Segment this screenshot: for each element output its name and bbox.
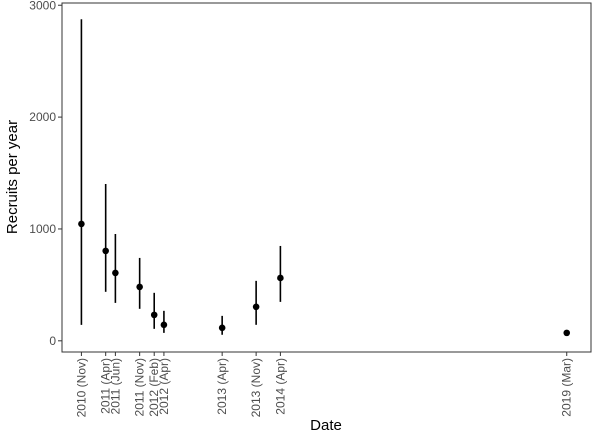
point [252, 303, 260, 311]
x-tick-label: 2014 (Apr) [273, 358, 287, 415]
x-tick-label: 2012 (Feb) [147, 358, 161, 417]
x-tick-label: 2019 (Mar) [560, 358, 574, 417]
x-tick-label: 2010 (Nov) [74, 358, 88, 417]
y-tick-label: 3000 [29, 0, 56, 12]
point [218, 324, 226, 332]
point [150, 311, 158, 319]
x-tick-label: 2013 (Nov) [249, 358, 263, 417]
point [160, 321, 168, 329]
x-tick-label: 2011 (Apr) [99, 358, 113, 414]
x-tick-label: 2011 (Nov) [133, 358, 147, 416]
y-axis-title: Recruits per year [4, 120, 21, 234]
point [102, 247, 109, 255]
point [563, 329, 571, 337]
y-tick-label: 2000 [29, 110, 56, 124]
point [78, 220, 85, 228]
x-axis-title: Date [310, 417, 342, 434]
plot-border [61, 2, 592, 353]
y-tick-label: 0 [49, 334, 56, 348]
point [112, 269, 119, 277]
point [277, 274, 284, 282]
x-tick-label: 2012 (Apr) [157, 358, 171, 415]
y-tick-label: 1000 [29, 222, 56, 236]
point [136, 283, 143, 291]
x-tick-label: 2013 (Apr) [215, 358, 229, 415]
x-tick-label: 2011 (Jun) [108, 358, 122, 414]
